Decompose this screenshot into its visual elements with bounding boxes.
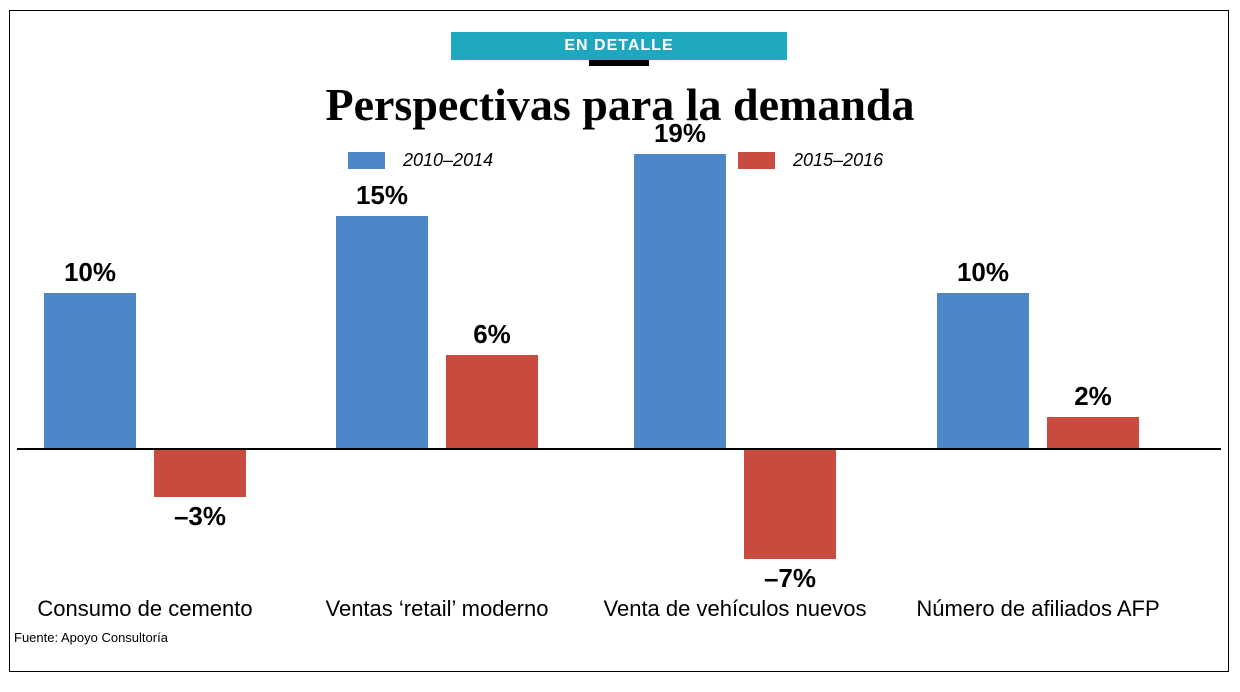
chart-canvas: EN DETALLE Perspectivas para la demanda … [0, 0, 1240, 692]
bar-value-label: 10% [917, 257, 1049, 288]
category-label: Número de afiliados AFP [877, 596, 1199, 622]
bar-value-label: 6% [426, 319, 558, 350]
legend-swatch [348, 152, 385, 169]
legend-label: 2010–2014 [403, 150, 493, 171]
chart-bar [336, 216, 428, 449]
chart-bar [1047, 417, 1139, 448]
category-label: Ventas ‘retail’ moderno [276, 596, 598, 622]
chart-bar [634, 154, 726, 449]
category-label: Venta de vehículos nuevos [574, 596, 896, 622]
bar-value-label: 19% [614, 118, 746, 149]
bar-value-label: –3% [134, 501, 266, 532]
category-label: Consumo de cemento [0, 596, 306, 622]
chart-bar [44, 293, 136, 448]
bar-value-label: 15% [316, 180, 448, 211]
legend-swatch [738, 152, 775, 169]
bar-value-label: –7% [724, 563, 856, 594]
bar-value-label: 10% [24, 257, 156, 288]
header-badge-underline [589, 60, 649, 66]
header-badge: EN DETALLE [451, 32, 787, 60]
legend-label: 2015–2016 [793, 150, 883, 171]
chart-bar [446, 355, 538, 448]
chart-bar [744, 450, 836, 559]
bar-value-label: 2% [1027, 381, 1159, 412]
chart-bar [937, 293, 1029, 448]
chart-bar [154, 450, 246, 497]
chart-source: Fuente: Apoyo Consultoría [14, 630, 168, 645]
